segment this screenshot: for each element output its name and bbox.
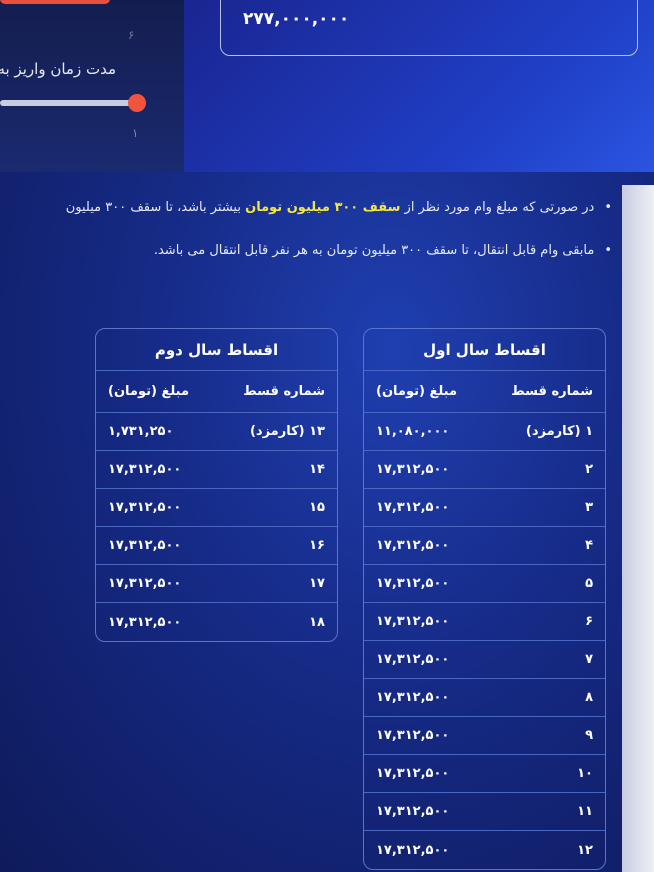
installment-number: ۲ [585,462,593,477]
table-header: شماره قسط مبلغ (تومان) [364,371,605,413]
table-row: ۱ (کارمزد) ۱۱,۰۸۰,۰۰۰ [364,413,605,451]
installment-amount: ۱۷,۳۱۲,۵۰۰ [108,462,182,477]
table-row: ۱۰ ۱۷,۳۱۲,۵۰۰ [364,755,605,793]
installment-amount: ۱۷,۳۱۲,۵۰۰ [376,576,450,591]
installment-amount: ۱۷,۳۱۲,۵۰۰ [108,538,182,553]
table-title: اقساط سال اول [364,329,605,371]
table-row: ۳ ۱۷,۳۱۲,۵۰۰ [364,489,605,527]
duration-slider-track[interactable] [0,100,140,106]
table-row: ۱۵ ۱۷,۳۱۲,۵۰۰ [96,489,337,527]
col-amount: مبلغ (تومان) [108,384,190,399]
installment-amount: ۱۷,۳۱۲,۵۰۰ [108,576,182,591]
installment-amount: ۱۷,۳۱۲,۵۰۰ [376,614,450,629]
note-1: در صورتی که مبلغ وام مورد نظر از سقف ۳۰۰… [66,200,612,215]
installment-amount: ۱۷,۳۱۲,۵۰۰ [376,728,450,743]
installment-amount: ۱۱,۰۸۰,۰۰۰ [376,424,450,439]
installment-number: ۱ (کارمزد) [525,424,593,439]
col-number: شماره قسط [243,384,325,399]
table-row: ۹ ۱۷,۳۱۲,۵۰۰ [364,717,605,755]
table-row: ۲ ۱۷,۳۱۲,۵۰۰ [364,451,605,489]
installment-number: ۸ [585,690,593,705]
duration-tick-max: ۶ [128,28,135,42]
table-row: ۴ ۱۷,۳۱۲,۵۰۰ [364,527,605,565]
table-row: ۱۴ ۱۷,۳۱۲,۵۰۰ [96,451,337,489]
table-title: اقساط سال دوم [96,329,337,371]
loan-amount-field[interactable]: ۲۷۷,۰۰۰,۰۰۰ [220,0,638,56]
table-header: شماره قسط مبلغ (تومان) [96,371,337,413]
col-number: شماره قسط [511,384,593,399]
duration-panel [0,0,184,172]
installment-amount: ۱۷,۳۱۲,۵۰۰ [108,500,182,515]
table-row: ۶ ۱۷,۳۱۲,۵۰۰ [364,603,605,641]
note-text: بیشتر باشد، تا سقف ۳۰۰ میلیون [65,200,246,215]
installment-number: ۱۵ [309,500,325,515]
installment-number: ۳ [585,500,593,515]
table-row: ۱۳ (کارمزد) ۱,۷۳۱,۲۵۰ [96,413,337,451]
col-amount: مبلغ (تومان) [376,384,458,399]
installment-number: ۱۷ [309,576,325,591]
note-text: مابقی وام قابل انتقال، تا سقف ۳۰۰ میلیون… [153,243,595,258]
installment-amount: ۱۷,۳۱۲,۵۰۰ [376,462,450,477]
installment-amount: ۱۷,۳۱۲,۵۰۰ [376,842,450,858]
installment-number: ۱۸ [309,614,325,630]
table-row: ۸ ۱۷,۳۱۲,۵۰۰ [364,679,605,717]
duration-slider-knob[interactable] [128,94,146,112]
table-row: ۱۸ ۱۷,۳۱۲,۵۰۰ [96,603,337,641]
installment-amount: ۱۷,۳۱۲,۵۰۰ [376,690,450,705]
installment-number: ۹ [585,728,593,743]
table-row: ۱۶ ۱۷,۳۱۲,۵۰۰ [96,527,337,565]
installment-amount: ۱۷,۳۱۲,۵۰۰ [376,766,450,781]
year1-installments-table: اقساط سال اول شماره قسط مبلغ (تومان) ۱ (ک… [363,328,606,870]
table-row: ۵ ۱۷,۳۱۲,۵۰۰ [364,565,605,603]
installment-number: ۱۲ [577,842,593,858]
installment-number: ۱۶ [309,538,325,553]
installment-amount: ۱۷,۳۱۲,۵۰۰ [376,538,450,553]
duration-tick-min: ۱ [132,126,139,140]
table-row: ۷ ۱۷,۳۱۲,۵۰۰ [364,641,605,679]
duration-label: مدت زمان واریز به ح [0,60,116,78]
installment-amount: ۱۷,۳۱۲,۵۰۰ [108,614,182,630]
amount-slider[interactable] [0,0,110,4]
installment-number: ۴ [585,538,593,553]
installment-amount: ۱,۷۳۱,۲۵۰ [108,424,174,439]
table-row: ۱۷ ۱۷,۳۱۲,۵۰۰ [96,565,337,603]
note-text: در صورتی که مبلغ وام مورد نظر از [400,200,595,215]
installment-amount: ۱۷,۳۱۲,۵۰۰ [376,500,450,515]
installment-amount: ۱۷,۳۱۲,۵۰۰ [376,652,450,667]
year2-installments-table: اقساط سال دوم شماره قسط مبلغ (تومان) ۱۳ (… [95,328,338,642]
installment-amount: ۱۷,۳۱۲,۵۰۰ [376,804,450,819]
note-highlight: سقف ۳۰۰ میلیون تومان [245,200,401,215]
amount-panel [184,0,654,172]
installment-number: ۵ [585,576,593,591]
notes-list: در صورتی که مبلغ وام مورد نظر از سقف ۳۰۰… [66,200,612,286]
table-row: ۱۲ ۱۷,۳۱۲,۵۰۰ [364,831,605,869]
installment-number: ۱۳ (کارمزد) [249,424,325,439]
installment-number: ۱۰ [577,766,593,781]
note-2: مابقی وام قابل انتقال، تا سقف ۳۰۰ میلیون… [66,243,612,258]
table-row: ۱۱ ۱۷,۳۱۲,۵۰۰ [364,793,605,831]
installment-number: ۷ [585,652,593,667]
page-edge [622,185,654,872]
installment-number: ۱۱ [577,804,593,819]
installment-number: ۱۴ [309,462,325,477]
installment-number: ۶ [585,614,593,629]
